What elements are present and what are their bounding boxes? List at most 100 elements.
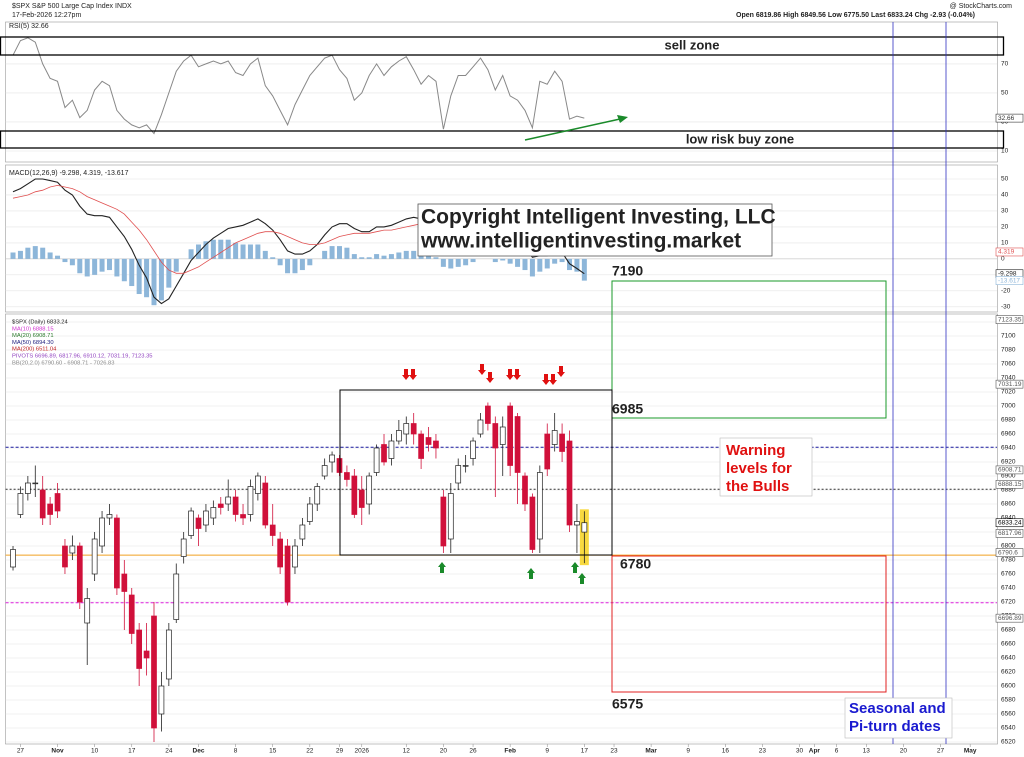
histogram-bar bbox=[136, 258, 142, 295]
last-value-label: 6817.96 bbox=[998, 530, 1022, 537]
histogram-bar bbox=[581, 258, 587, 281]
candle-body bbox=[180, 538, 187, 557]
candle-body bbox=[203, 510, 209, 526]
histogram-bar bbox=[374, 254, 380, 259]
histogram-bar bbox=[463, 258, 469, 266]
histogram-bar bbox=[411, 250, 417, 259]
candle-body bbox=[425, 437, 432, 445]
histogram-bar bbox=[55, 255, 61, 259]
histogram-bar bbox=[500, 258, 506, 261]
target-label: 7190 bbox=[612, 263, 643, 279]
candle-body bbox=[25, 482, 31, 494]
histogram-bar bbox=[17, 250, 23, 259]
y-tick-label: 6720 bbox=[1001, 599, 1016, 606]
candle-body bbox=[455, 465, 462, 484]
histogram-bar bbox=[433, 257, 439, 259]
buy-signal-arrow bbox=[438, 562, 446, 573]
histogram-bar bbox=[522, 258, 528, 271]
y-tick-label: 6840 bbox=[1001, 515, 1016, 522]
histogram-bar bbox=[515, 258, 521, 267]
last-value-label: 6888.15 bbox=[998, 481, 1022, 488]
y-tick-label: 7040 bbox=[1001, 375, 1016, 382]
candle-body bbox=[536, 472, 543, 540]
legend: BB(20,2.0) 6790.60 - 6908.71 - 7026.83 bbox=[12, 360, 115, 366]
histogram-bar bbox=[106, 258, 112, 271]
last-value-label: 6790.6 bbox=[998, 549, 1018, 556]
histogram-bar bbox=[322, 250, 328, 259]
y-tick-label: 6740 bbox=[1001, 585, 1016, 592]
candle-body bbox=[32, 482, 39, 485]
last-value-box bbox=[995, 465, 1024, 475]
candle-body bbox=[210, 507, 217, 519]
y-tick-label: 6560 bbox=[1001, 711, 1016, 718]
x-tick-label: 24 bbox=[165, 748, 173, 755]
candle-body bbox=[477, 419, 484, 435]
candle-body bbox=[314, 486, 321, 505]
x-tick-label: 23 bbox=[759, 748, 767, 755]
y-tick-label: 10 bbox=[1001, 240, 1009, 247]
target-label: 6985 bbox=[612, 401, 643, 417]
histogram-bar bbox=[32, 246, 38, 259]
histogram-bar bbox=[574, 258, 580, 272]
sell-signal-arrow bbox=[542, 374, 550, 385]
histogram-bar bbox=[344, 247, 350, 259]
candle-body bbox=[17, 493, 24, 515]
target-label: 6575 bbox=[612, 696, 643, 712]
histogram-bar bbox=[381, 255, 387, 259]
candle-body bbox=[321, 465, 328, 477]
y-tick-label: 6860 bbox=[1001, 501, 1016, 508]
sell-signal-arrow bbox=[478, 364, 486, 375]
x-tick-label: 20 bbox=[440, 748, 448, 755]
histogram-bar bbox=[559, 258, 565, 263]
candle-body bbox=[403, 423, 410, 435]
legend: RSI(5) 32.66 bbox=[9, 23, 49, 30]
histogram-bar bbox=[255, 244, 261, 259]
candle-body bbox=[84, 598, 91, 624]
website: www.intelligentinvesting.market bbox=[420, 230, 741, 253]
histogram-bar bbox=[77, 258, 83, 274]
buy-signal-arrow bbox=[571, 562, 579, 573]
candle-body bbox=[69, 545, 76, 554]
candle-body bbox=[470, 440, 476, 459]
y-tick-label: 70 bbox=[1001, 61, 1009, 68]
histogram-bar bbox=[69, 258, 75, 266]
y-tick-label: 7000 bbox=[1001, 403, 1016, 410]
last-value-box bbox=[995, 315, 1024, 324]
y-tick-label: 6760 bbox=[1001, 571, 1016, 578]
y-tick-label: 6680 bbox=[1001, 627, 1016, 634]
histogram-bar bbox=[218, 239, 224, 259]
y-tick-label: 40 bbox=[1001, 192, 1009, 199]
histogram-bar bbox=[329, 246, 335, 259]
trend-arrow bbox=[524, 118, 621, 141]
candle-body bbox=[574, 521, 580, 526]
legend: MA(10) 6888.15 bbox=[12, 326, 54, 332]
trend-arrow-head bbox=[617, 115, 628, 123]
candle-body bbox=[433, 440, 439, 449]
warning-text: levels for bbox=[726, 460, 792, 477]
x-tick-label: 9 bbox=[545, 748, 549, 755]
candle-body bbox=[91, 538, 98, 575]
histogram-bar bbox=[336, 246, 342, 259]
candle-body bbox=[410, 423, 417, 435]
candle-body bbox=[292, 545, 298, 568]
histogram-bar bbox=[129, 258, 135, 287]
candle-body bbox=[121, 573, 128, 592]
y-tick-label: 0 bbox=[1001, 256, 1005, 263]
y-tick-label: 6600 bbox=[1001, 683, 1016, 690]
candle-body bbox=[143, 650, 150, 659]
target-box-down bbox=[611, 555, 887, 693]
candle-body bbox=[269, 524, 276, 536]
histogram-bar bbox=[403, 250, 409, 259]
histogram-bar bbox=[426, 255, 432, 259]
sell-signal-arrow bbox=[549, 374, 557, 385]
candle-body bbox=[485, 405, 491, 424]
last-value-box bbox=[995, 379, 1024, 389]
y-tick-label: 6980 bbox=[1001, 417, 1016, 424]
histogram-bar bbox=[455, 258, 461, 267]
histogram-bar bbox=[166, 258, 172, 288]
candle-body bbox=[529, 496, 536, 550]
histogram-bar bbox=[359, 257, 365, 259]
y-tick-label: 7080 bbox=[1001, 347, 1016, 354]
y-tick-label: 6940 bbox=[1001, 445, 1016, 452]
